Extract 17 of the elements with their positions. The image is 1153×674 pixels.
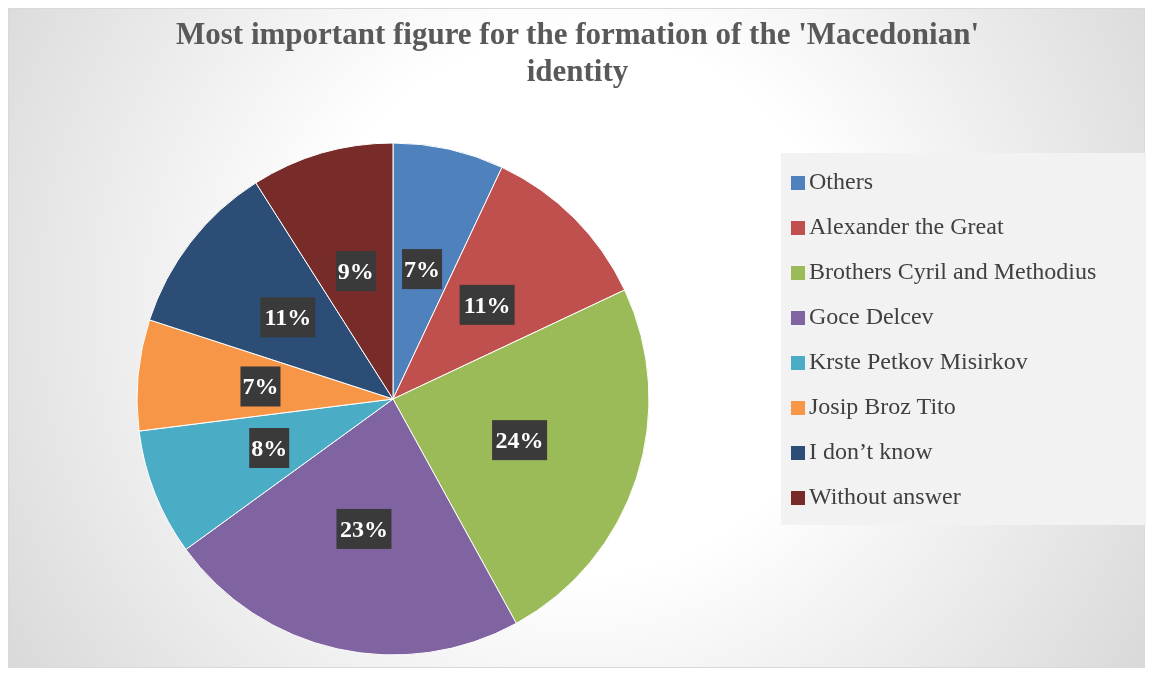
chart-title: Most important figure for the formation of the 'Macedonian' identity: [175, 15, 980, 89]
legend-label: Josip Broz Tito: [809, 393, 956, 419]
legend-label: Goce Delcev: [809, 303, 934, 329]
data-label: 7%: [242, 373, 279, 400]
data-label: 11%: [463, 291, 511, 318]
legend-label: Alexander the Great: [809, 213, 1004, 239]
legend-label: Brothers Cyril and Methodius: [809, 258, 1097, 284]
data-label: 11%: [264, 304, 312, 331]
legend-label: I don’t know: [809, 438, 933, 464]
data-label: 7%: [404, 256, 441, 283]
data-label: 9%: [337, 258, 374, 285]
legend-label: Others: [809, 168, 873, 194]
data-label: 24%: [495, 427, 544, 454]
data-label: 23%: [339, 515, 388, 542]
data-label: 8%: [251, 435, 288, 461]
legend-label: Krste Petkov Misirkov: [809, 348, 1028, 374]
legend-label: Without answer: [809, 483, 961, 509]
